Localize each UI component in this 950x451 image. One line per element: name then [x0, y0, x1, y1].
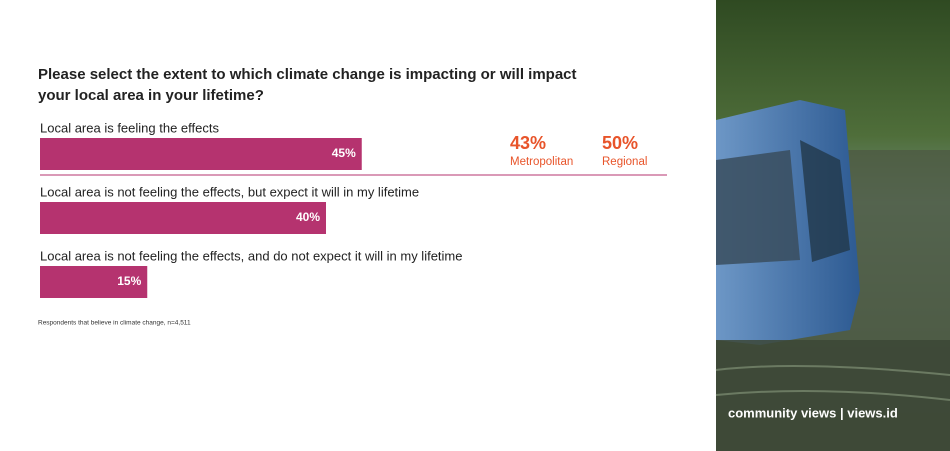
bar: [40, 138, 362, 170]
branding: community views | views.id: [728, 405, 898, 420]
photo: [715, 0, 950, 451]
value-label: 45%: [332, 146, 356, 160]
category-label: Local area is feeling the effects: [40, 120, 219, 135]
bar: [40, 266, 148, 298]
value-label: 40%: [296, 210, 320, 224]
subgroup-label: Regional: [602, 156, 647, 168]
chart-title: Please select the extent to which climat…: [38, 66, 577, 104]
footnote: Respondents that believe in climate chan…: [38, 320, 191, 327]
value-label: 15%: [117, 274, 141, 288]
subgroup-value: 43%: [510, 133, 546, 153]
category-label: Local area is not feeling the effects, b…: [40, 184, 419, 199]
bar: [40, 202, 326, 234]
subgroup-label: Metropolitan: [510, 156, 573, 168]
subgroup-value: 50%: [602, 133, 638, 153]
category-label: Local area is not feeling the effects, a…: [40, 248, 463, 263]
